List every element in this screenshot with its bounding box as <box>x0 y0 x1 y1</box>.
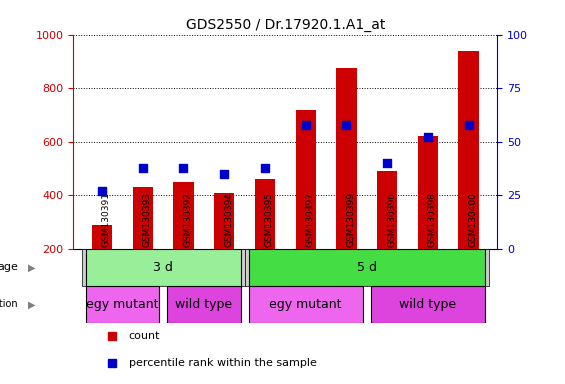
FancyBboxPatch shape <box>86 249 241 286</box>
Point <box>342 122 351 128</box>
Text: genotype/variation: genotype/variation <box>0 299 19 309</box>
Bar <box>173 182 194 249</box>
FancyBboxPatch shape <box>204 249 245 286</box>
Text: GSM130396: GSM130396 <box>387 192 396 247</box>
Bar <box>214 193 234 249</box>
Text: GSM130399: GSM130399 <box>346 192 355 247</box>
Bar <box>336 68 357 249</box>
FancyBboxPatch shape <box>249 249 485 286</box>
Text: GSM130400: GSM130400 <box>469 192 477 247</box>
Text: 3 d: 3 d <box>153 261 173 274</box>
FancyBboxPatch shape <box>407 249 448 286</box>
Text: wild type: wild type <box>175 298 232 311</box>
Point <box>260 164 270 170</box>
Text: GSM130391: GSM130391 <box>102 192 111 247</box>
Text: count: count <box>128 331 160 341</box>
Text: 5 d: 5 d <box>357 261 377 274</box>
Text: GSM130395: GSM130395 <box>265 192 274 247</box>
Text: GSM130392: GSM130392 <box>184 192 193 247</box>
FancyBboxPatch shape <box>245 249 285 286</box>
Point <box>423 134 432 141</box>
Bar <box>418 136 438 249</box>
FancyBboxPatch shape <box>371 286 485 323</box>
FancyBboxPatch shape <box>367 249 407 286</box>
Point <box>464 122 473 128</box>
Point <box>301 122 310 128</box>
Text: ▶: ▶ <box>28 299 36 309</box>
Bar <box>377 171 397 249</box>
Point <box>179 164 188 170</box>
Text: age: age <box>0 262 19 272</box>
Text: GSM130393: GSM130393 <box>143 192 152 247</box>
FancyBboxPatch shape <box>163 249 204 286</box>
Text: ▶: ▶ <box>28 262 36 272</box>
FancyBboxPatch shape <box>81 249 123 286</box>
FancyBboxPatch shape <box>285 249 326 286</box>
Point <box>97 188 106 194</box>
FancyBboxPatch shape <box>86 286 159 323</box>
Bar <box>133 187 153 249</box>
Bar <box>295 109 316 249</box>
Bar <box>458 51 479 249</box>
Point <box>220 171 229 177</box>
FancyBboxPatch shape <box>167 286 241 323</box>
FancyBboxPatch shape <box>123 249 163 286</box>
FancyBboxPatch shape <box>326 249 367 286</box>
Text: GSM130394: GSM130394 <box>224 192 233 247</box>
Text: wild type: wild type <box>399 298 457 311</box>
Bar <box>255 179 275 249</box>
Bar <box>92 225 112 249</box>
Text: egy mutant: egy mutant <box>86 298 159 311</box>
Text: GSM130398: GSM130398 <box>428 192 437 247</box>
Title: GDS2550 / Dr.17920.1.A1_at: GDS2550 / Dr.17920.1.A1_at <box>186 18 385 32</box>
Point <box>138 164 147 170</box>
Text: percentile rank within the sample: percentile rank within the sample <box>128 358 316 368</box>
FancyBboxPatch shape <box>249 286 363 323</box>
Text: egy mutant: egy mutant <box>270 298 342 311</box>
FancyBboxPatch shape <box>448 249 489 286</box>
Text: GSM130397: GSM130397 <box>306 192 315 247</box>
Point <box>383 160 392 166</box>
